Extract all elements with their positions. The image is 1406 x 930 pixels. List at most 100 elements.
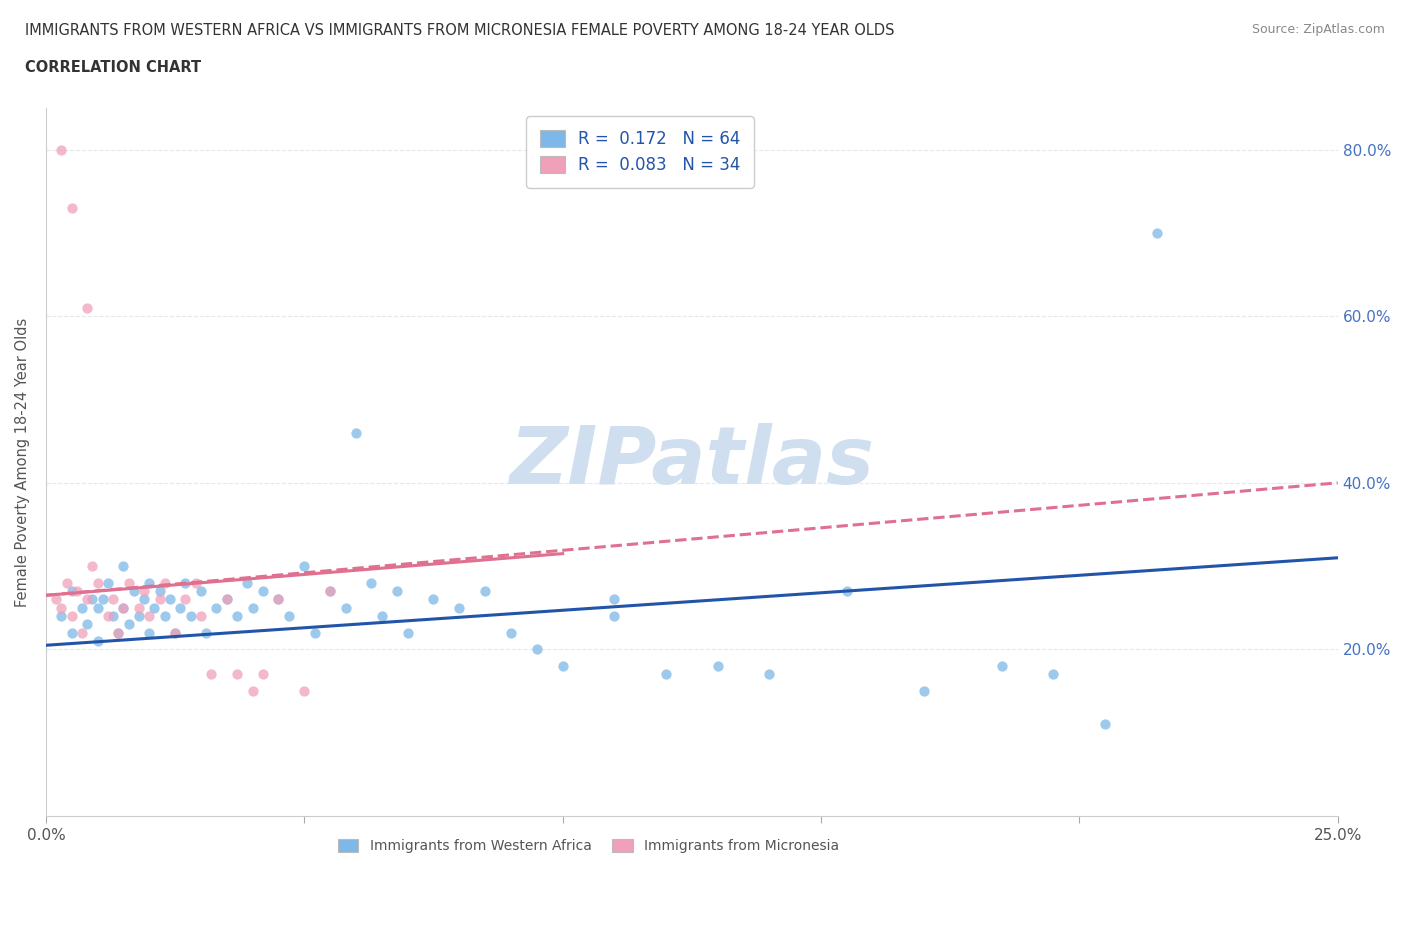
Point [138,576,160,591]
Point [76,300,98,315]
Point [200,667,222,682]
Point [70,601,93,616]
Point [292,559,315,574]
Point [706,658,728,673]
Point [60,201,83,216]
Point [344,425,367,440]
Point [603,608,626,623]
Point [190,584,212,599]
Point [112,601,135,616]
Point [101,592,124,607]
Legend: Immigrants from Western Africa, Immigrants from Micronesia: Immigrants from Western Africa, Immigran… [332,833,845,858]
Point [205,601,228,616]
Point [551,658,574,673]
Point [912,684,935,698]
Point [758,667,780,682]
Point [174,592,197,607]
Text: Source: ZipAtlas.com: Source: ZipAtlas.com [1251,23,1385,36]
Point [149,584,172,599]
Point [174,576,197,591]
Point [134,584,156,599]
Point [387,584,409,599]
Point [138,625,160,640]
Point [304,625,326,640]
Point [112,601,135,616]
Point [835,584,858,599]
Point [236,576,259,591]
Point [153,608,176,623]
Text: ZIPatlas: ZIPatlas [509,423,875,501]
Point [180,608,202,623]
Point [195,625,218,640]
Point [128,608,150,623]
Point [97,576,120,591]
Point [499,625,522,640]
Point [165,625,187,640]
Point [107,625,129,640]
Point [76,592,98,607]
Point [252,667,274,682]
Point [66,584,89,599]
Point [86,576,108,591]
Point [242,684,264,698]
Point [159,592,181,607]
Point [422,592,444,607]
Point [138,608,160,623]
Point [371,608,394,623]
Point [60,625,83,640]
Point [51,601,73,616]
Y-axis label: Female Poverty Among 18-24 Year Olds: Female Poverty Among 18-24 Year Olds [15,317,30,606]
Point [153,576,176,591]
Point [603,592,626,607]
Point [82,559,104,574]
Point [991,658,1014,673]
Point [169,601,191,616]
Point [1042,667,1064,682]
Point [1146,225,1168,240]
Point [128,601,150,616]
Point [1094,717,1116,732]
Point [215,592,238,607]
Point [60,584,83,599]
Point [267,592,290,607]
Point [86,601,108,616]
Point [526,642,548,657]
Point [267,592,290,607]
Point [91,592,114,607]
Point [215,592,238,607]
Point [60,608,83,623]
Point [449,601,471,616]
Point [319,584,342,599]
Point [655,667,678,682]
Point [97,608,120,623]
Point [226,608,249,623]
Point [45,592,67,607]
Point [335,601,357,616]
Point [112,559,135,574]
Point [122,584,145,599]
Point [143,601,166,616]
Point [101,608,124,623]
Point [82,592,104,607]
Point [277,608,299,623]
Point [319,584,342,599]
Point [184,576,207,591]
Text: CORRELATION CHART: CORRELATION CHART [25,60,201,75]
Text: IMMIGRANTS FROM WESTERN AFRICA VS IMMIGRANTS FROM MICRONESIA FEMALE POVERTY AMON: IMMIGRANTS FROM WESTERN AFRICA VS IMMIGR… [25,23,894,38]
Point [117,617,139,631]
Point [252,584,274,599]
Point [242,601,264,616]
Point [86,633,108,648]
Point [117,576,139,591]
Point [107,625,129,640]
Point [292,684,315,698]
Point [76,617,98,631]
Point [165,625,187,640]
Point [190,608,212,623]
Point [474,584,496,599]
Point [360,576,382,591]
Point [134,592,156,607]
Point [226,667,249,682]
Point [70,625,93,640]
Point [396,625,419,640]
